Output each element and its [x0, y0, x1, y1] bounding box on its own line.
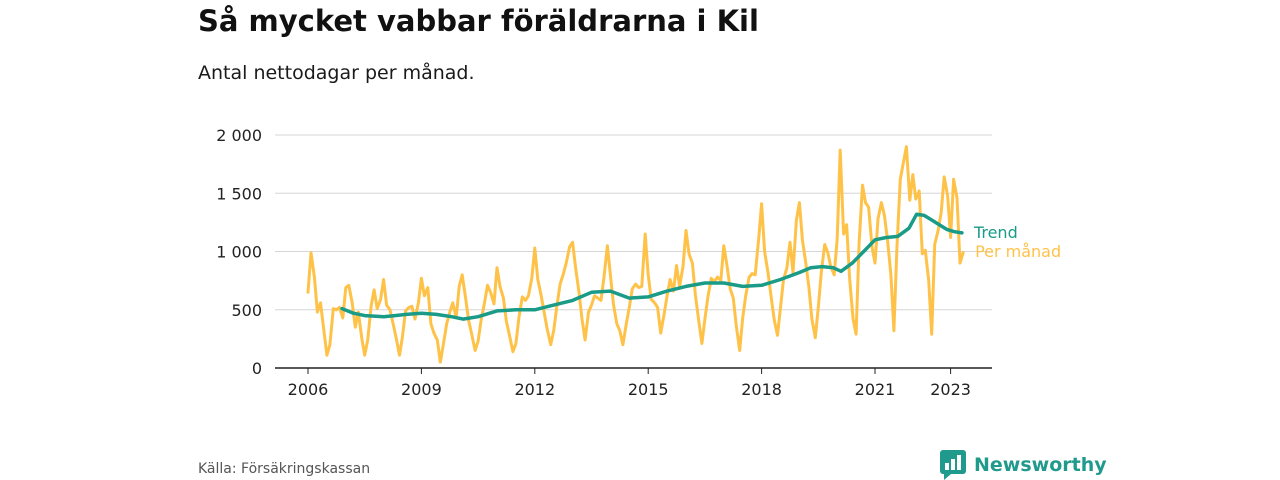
axes: 0 500 1 000 1 500 2 000 2006 2009 2012 2015 2018 2… — [216, 126, 992, 399]
series-line-per-month — [306, 145, 965, 364]
x-tick-label: 2006 — [288, 380, 329, 399]
y-tick-label: 1 500 — [216, 184, 262, 203]
brand-logo: Newsworthy — [940, 450, 1107, 480]
y-tick-label: 0 — [252, 359, 262, 378]
x-tick-label: 2015 — [628, 380, 669, 399]
y-tick-label: 500 — [231, 301, 262, 320]
x-tick-label: 2021 — [855, 380, 896, 399]
series-line-trend — [340, 212, 964, 321]
chart-title: Så mycket vabbar föräldrarna i Kil — [198, 4, 759, 38]
source-note: Källa: Försäkringskassan — [198, 461, 371, 477]
x-tick-label: 2009 — [401, 380, 442, 399]
brand-name: Newsworthy — [974, 454, 1107, 476]
x-tick-label: 2018 — [741, 380, 782, 399]
series-label-per-month: Per månad — [975, 242, 1061, 261]
chart-subtitle: Antal nettodagar per månad. — [198, 62, 475, 84]
x-tick-label: 2012 — [514, 380, 555, 399]
series-lines — [306, 145, 965, 364]
series-label-trend: Trend — [973, 223, 1018, 242]
x-tick-label: 2023 — [930, 380, 971, 399]
y-tick-label: 1 000 — [216, 243, 262, 262]
newsworthy-logo-icon — [940, 450, 966, 480]
y-tick-label: 2 000 — [216, 126, 262, 145]
